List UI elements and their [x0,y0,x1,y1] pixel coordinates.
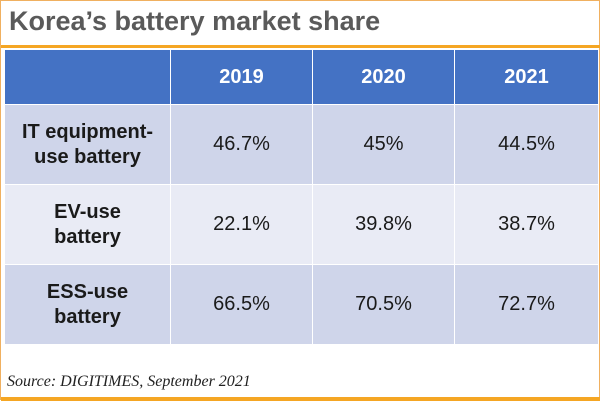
value-cell-it-2019: 46.7% [170,104,313,185]
row-label-ev: EV-use battery [4,184,171,265]
value-cell-ess-2020: 70.5% [312,264,455,345]
table-row-it-equipment: IT equipment- use battery 46.7% 45% 44.5… [4,104,599,185]
source-note: Source: DIGITIMES, September 2021 [7,373,251,390]
row-label-it-equipment: IT equipment- use battery [4,104,171,185]
row-label-line: use battery [34,145,141,168]
row-label-line: battery [54,305,121,328]
chart-title: Korea’s battery market share [9,6,381,36]
column-header-2021: 2021 [454,49,599,105]
table-row-ess: ESS-use battery 66.5% 70.5% 72.7% [4,264,599,345]
row-label-line: ESS-use [46,280,129,303]
title-divider [1,45,600,48]
market-share-table: 2019 2020 2021 IT equipment- use battery… [4,49,599,345]
value-cell-it-2021: 44.5% [454,104,599,185]
row-label-line: battery [54,225,121,248]
value-cell-ev-2019: 22.1% [170,184,313,265]
header-row: 2019 2020 2021 [4,49,599,105]
value-cell-ess-2021: 72.7% [454,264,599,345]
row-label-line: IT equipment- [21,120,154,143]
row-label-line: EV-use [54,200,121,223]
column-header-2019: 2019 [170,49,313,105]
value-cell-it-2020: 45% [312,104,455,185]
value-cell-ev-2020: 39.8% [312,184,455,265]
value-cell-ess-2019: 66.5% [170,264,313,345]
value-cell-ev-2021: 38.7% [454,184,599,265]
header-corner-cell [4,49,171,105]
bottom-divider [1,397,600,401]
table-row-ev: EV-use battery 22.1% 39.8% 38.7% [4,184,599,265]
column-header-2020: 2020 [312,49,455,105]
row-label-ess: ESS-use battery [4,264,171,345]
